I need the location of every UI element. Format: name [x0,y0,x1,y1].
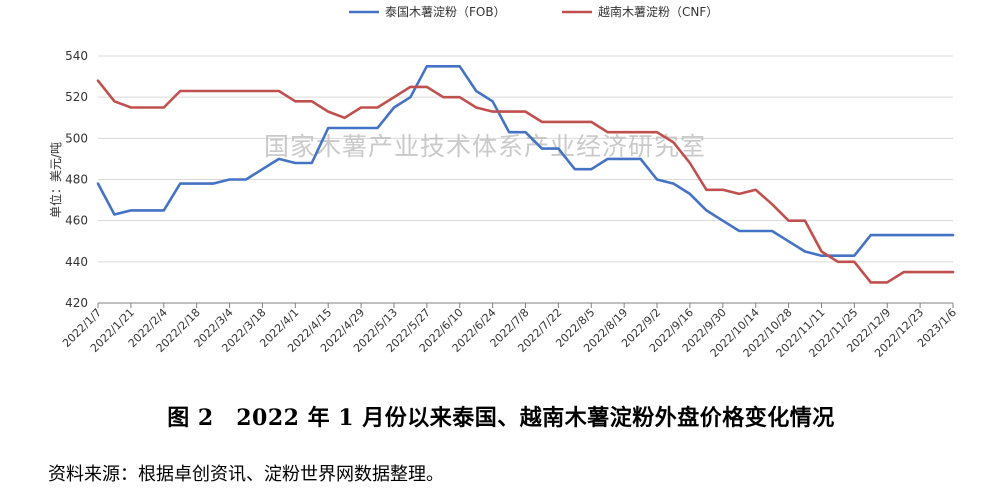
source-note: 资料来源：根据卓创资讯、淀粉世界网数据整理。 [48,464,444,485]
series-group [96,65,955,284]
series-line-1 [96,65,955,257]
legend: 泰国木薯淀粉（FOB） 越南木薯淀粉（CNF） [349,4,718,19]
x-axis: 2022/1/72022/1/212022/2/42022/2/182022/3… [60,302,959,360]
y-axis-label: 单位：美元/吨 [48,142,63,218]
y-tick-label: 440 [65,255,88,269]
legend-label: 越南木薯淀粉（CNF） [598,4,718,19]
y-axis: 420 440 460 480 500 520 540 [65,49,88,310]
legend-item-2: 越南木薯淀粉（CNF） [562,4,718,19]
legend-label: 泰国木薯淀粉（FOB） [385,5,506,19]
line-chart: 泰国木薯淀粉（FOB） 越南木薯淀粉（CNF） 420 440 460 480 500 52… [48,4,959,360]
legend-item-1: 泰国木薯淀粉（FOB） [349,5,506,19]
series-line-2 [96,79,955,284]
y-tick-label: 540 [65,49,88,63]
y-tick-label: 420 [65,296,88,310]
y-tick-label: 480 [65,173,88,187]
watermark-text: 国家木薯产业技术体系产业经济研究室 [264,132,706,161]
y-tick-label: 500 [65,131,88,145]
y-tick-label: 520 [65,90,88,104]
figure-caption: 图 2 2022 年 1 月份以来泰国、越南木薯淀粉外盘价格变化情况 [167,405,835,431]
y-tick-label: 460 [65,214,88,228]
